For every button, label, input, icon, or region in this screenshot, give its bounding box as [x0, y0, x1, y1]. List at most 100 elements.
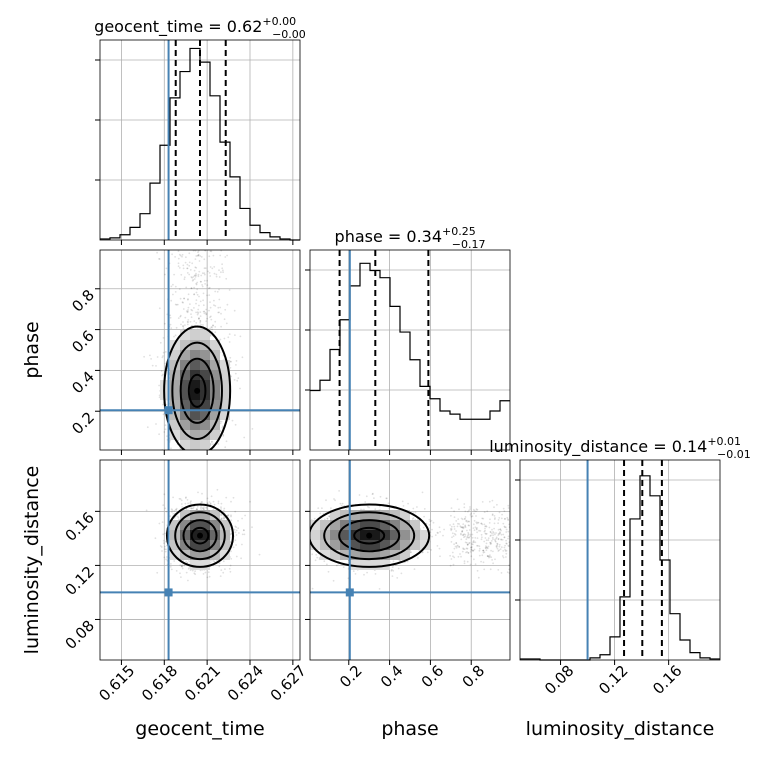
sample-point [190, 313, 192, 315]
sample-point [230, 500, 232, 503]
sample-point [487, 555, 489, 557]
sample-point [189, 320, 192, 323]
sample-point [454, 545, 457, 548]
sample-point [181, 253, 184, 256]
sample-point [406, 560, 409, 563]
sample-point [178, 253, 181, 256]
sample-point [463, 562, 466, 565]
sample-point [155, 365, 157, 367]
sample-point [235, 529, 238, 532]
sample-point [500, 546, 503, 549]
sample-point [498, 533, 501, 535]
sample-point [202, 310, 205, 313]
sample-point [163, 493, 166, 496]
sample-point [193, 278, 196, 280]
sample-point [496, 544, 499, 547]
sample-point [189, 455, 191, 457]
sample-point [507, 544, 510, 547]
sample-point [449, 554, 451, 557]
sample-point [185, 496, 187, 499]
sample-point [220, 506, 222, 509]
sample-point [460, 555, 462, 558]
sample-point [196, 281, 199, 284]
sample-point [489, 531, 492, 534]
sample-point [211, 440, 213, 443]
sample-point [488, 555, 490, 558]
sample-point [234, 539, 237, 542]
sample-point [234, 423, 237, 426]
sample-point [179, 314, 182, 317]
density-cell [170, 430, 180, 440]
sample-point [467, 536, 470, 539]
sample-point [174, 285, 177, 288]
sample-point [505, 542, 508, 545]
sample-point [190, 458, 192, 460]
sample-point [164, 424, 167, 427]
sample-point [494, 539, 497, 542]
sample-point [508, 545, 510, 548]
sample-point [251, 428, 254, 430]
sample-point [396, 577, 399, 579]
sample-point [480, 560, 482, 563]
sample-point [450, 525, 453, 528]
histogram-step [520, 475, 720, 661]
sample-point [497, 528, 500, 531]
sample-point [202, 573, 205, 575]
sample-point [494, 517, 496, 519]
sample-point [450, 529, 453, 532]
sample-point [467, 551, 470, 554]
sample-point [159, 545, 162, 547]
sample-point [327, 570, 330, 573]
sample-point [164, 351, 167, 353]
sample-point [493, 532, 495, 534]
sample-point [222, 271, 225, 274]
sample-point [472, 508, 475, 511]
sample-point [220, 420, 223, 423]
sample-point [272, 566, 274, 568]
density-cell [190, 360, 200, 370]
sample-point [170, 458, 172, 460]
density-cell [190, 340, 200, 350]
sample-point [456, 544, 459, 547]
sample-point [187, 309, 189, 311]
sample-point [161, 356, 164, 359]
sample-point [234, 510, 237, 513]
sample-point [491, 559, 493, 561]
sample-point [462, 526, 465, 529]
sample-point [200, 274, 203, 277]
sample-point [198, 295, 200, 298]
sample-point [473, 558, 475, 561]
sample-point [449, 524, 451, 526]
density-cell [180, 350, 190, 360]
sample-point [206, 284, 209, 286]
sample-point [169, 323, 172, 326]
sample-point [199, 255, 202, 257]
sample-point [491, 536, 494, 539]
title-luminosity-distance: luminosity_distance = 0.14+0.01 −0.01 [489, 435, 751, 461]
sample-point [491, 513, 494, 516]
sample-point [468, 529, 471, 531]
sample-point [233, 309, 236, 312]
sample-point [187, 293, 190, 296]
sample-point [208, 286, 211, 289]
sample-point [498, 517, 501, 519]
sample-point [174, 256, 177, 258]
sample-point [476, 544, 478, 547]
sample-point [203, 267, 206, 270]
sample-point [471, 536, 474, 539]
sample-point [229, 528, 232, 531]
sample-point [185, 560, 188, 563]
sample-point [217, 500, 220, 503]
density-cell [200, 530, 210, 540]
sample-point [187, 568, 190, 570]
sample-point [401, 500, 404, 503]
sample-point [202, 507, 205, 510]
sample-point [220, 518, 223, 521]
sample-point [498, 543, 501, 546]
sample-point [236, 379, 239, 382]
sample-point [481, 501, 484, 503]
sample-point [187, 310, 189, 313]
sample-point [210, 315, 212, 318]
sample-point [484, 532, 487, 535]
sample-point [211, 328, 214, 331]
